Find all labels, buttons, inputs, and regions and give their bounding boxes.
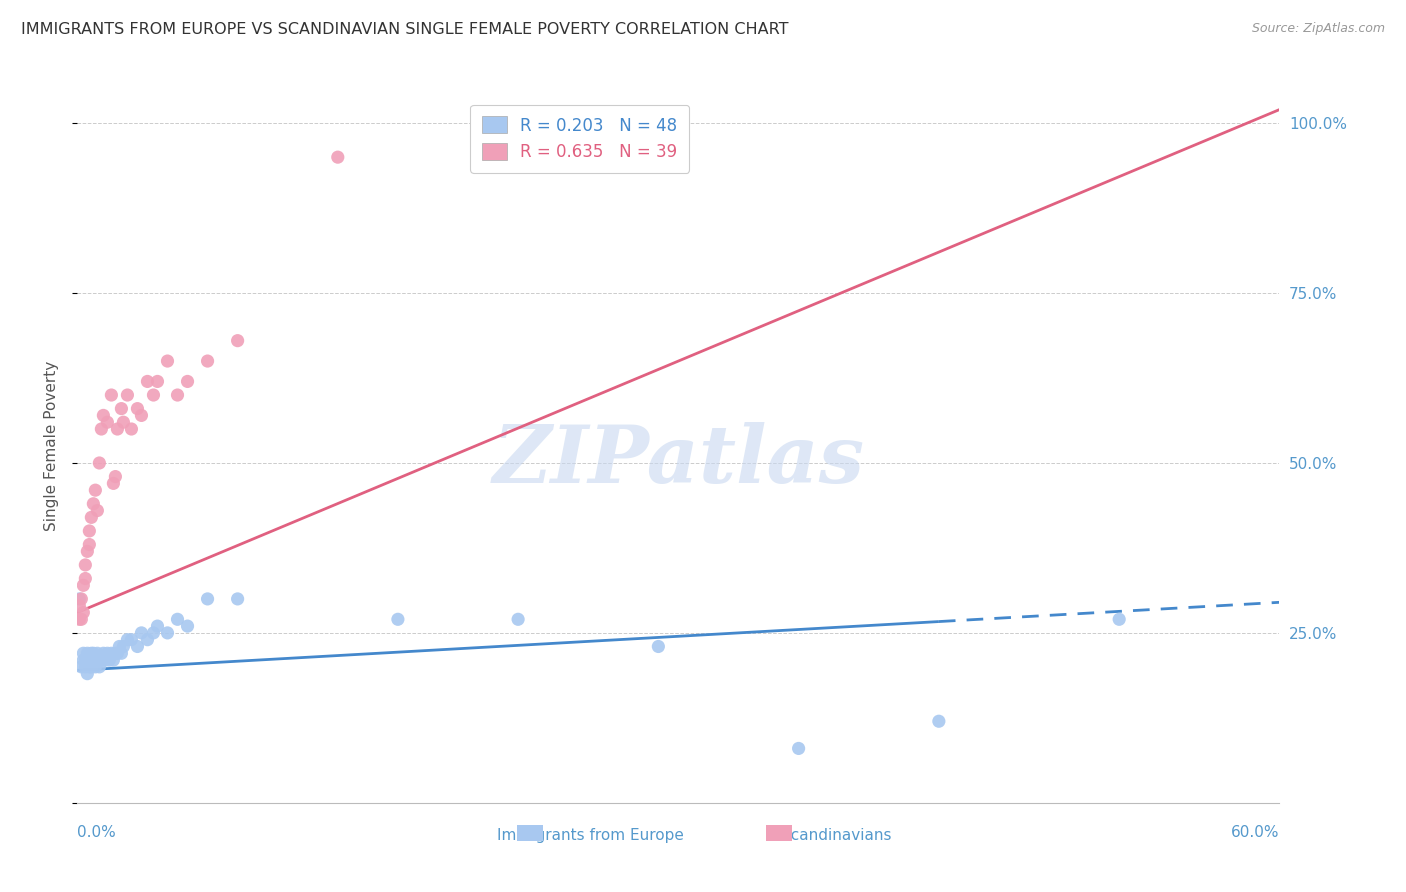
Point bbox=[131, 409, 153, 423]
Point bbox=[72, 653, 94, 667]
Point bbox=[94, 653, 117, 667]
Point bbox=[127, 640, 149, 654]
Point bbox=[80, 646, 103, 660]
Point bbox=[112, 415, 135, 429]
Text: Scandinavians: Scandinavians bbox=[782, 828, 891, 843]
Point bbox=[79, 537, 101, 551]
Point bbox=[103, 476, 125, 491]
Point bbox=[107, 646, 129, 660]
Point bbox=[156, 354, 179, 368]
Point bbox=[176, 619, 198, 633]
Point bbox=[387, 612, 409, 626]
Point bbox=[86, 653, 108, 667]
Point bbox=[96, 415, 118, 429]
Point bbox=[84, 483, 107, 498]
Point bbox=[84, 660, 107, 674]
Point bbox=[1108, 612, 1130, 626]
Point bbox=[93, 409, 115, 423]
Point bbox=[117, 632, 139, 647]
Point bbox=[142, 626, 165, 640]
Point bbox=[67, 591, 90, 606]
Point bbox=[75, 558, 97, 572]
Point bbox=[100, 388, 122, 402]
Point bbox=[67, 612, 90, 626]
Point bbox=[176, 375, 198, 389]
Point bbox=[146, 619, 169, 633]
Point bbox=[80, 510, 103, 524]
Text: Source: ZipAtlas.com: Source: ZipAtlas.com bbox=[1251, 22, 1385, 36]
Text: ZIPatlas: ZIPatlas bbox=[492, 422, 865, 499]
Point bbox=[508, 612, 530, 626]
Point bbox=[93, 646, 115, 660]
Point bbox=[108, 640, 131, 654]
Point bbox=[76, 646, 98, 660]
Point bbox=[72, 578, 94, 592]
Point bbox=[72, 646, 94, 660]
Point bbox=[110, 401, 132, 416]
Point bbox=[98, 653, 121, 667]
Point bbox=[75, 660, 97, 674]
Point bbox=[103, 653, 125, 667]
Point bbox=[136, 632, 159, 647]
Point bbox=[928, 714, 950, 729]
Y-axis label: Single Female Poverty: Single Female Poverty bbox=[44, 361, 59, 531]
Point bbox=[67, 599, 90, 613]
Point bbox=[90, 653, 112, 667]
Point bbox=[226, 334, 249, 348]
Point bbox=[89, 660, 111, 674]
Point bbox=[76, 666, 98, 681]
Point bbox=[76, 544, 98, 558]
Point bbox=[70, 612, 93, 626]
Text: Immigrants from Europe: Immigrants from Europe bbox=[498, 828, 683, 843]
Point bbox=[90, 422, 112, 436]
Point bbox=[156, 626, 179, 640]
Point bbox=[326, 150, 349, 164]
Text: 0.0%: 0.0% bbox=[77, 825, 117, 840]
Point bbox=[70, 591, 93, 606]
Point bbox=[647, 640, 669, 654]
Point bbox=[197, 354, 219, 368]
Point bbox=[226, 591, 249, 606]
Point bbox=[146, 375, 169, 389]
Point bbox=[79, 660, 101, 674]
Text: IMMIGRANTS FROM EUROPE VS SCANDINAVIAN SINGLE FEMALE POVERTY CORRELATION CHART: IMMIGRANTS FROM EUROPE VS SCANDINAVIAN S… bbox=[21, 22, 789, 37]
Point bbox=[86, 503, 108, 517]
Point bbox=[787, 741, 810, 756]
Point bbox=[89, 456, 111, 470]
Point bbox=[79, 524, 101, 538]
Point bbox=[79, 653, 101, 667]
Point bbox=[112, 640, 135, 654]
Point bbox=[120, 422, 142, 436]
Point bbox=[136, 375, 159, 389]
Point bbox=[96, 646, 118, 660]
Point bbox=[75, 572, 97, 586]
Point bbox=[72, 606, 94, 620]
Point bbox=[80, 660, 103, 674]
Point bbox=[104, 469, 127, 483]
Point bbox=[82, 653, 104, 667]
Point bbox=[127, 401, 149, 416]
Point bbox=[117, 388, 139, 402]
Point bbox=[70, 660, 93, 674]
Point bbox=[82, 497, 104, 511]
Point bbox=[75, 653, 97, 667]
Point bbox=[166, 388, 188, 402]
Point bbox=[110, 646, 132, 660]
Text: 60.0%: 60.0% bbox=[1232, 825, 1279, 840]
Point bbox=[142, 388, 165, 402]
Point bbox=[107, 422, 129, 436]
Point bbox=[104, 646, 127, 660]
Point bbox=[86, 646, 108, 660]
Legend: R = 0.203   N = 48, R = 0.635   N = 39: R = 0.203 N = 48, R = 0.635 N = 39 bbox=[471, 104, 689, 173]
Point bbox=[197, 591, 219, 606]
Point bbox=[100, 646, 122, 660]
Point bbox=[131, 626, 153, 640]
Point bbox=[82, 646, 104, 660]
Point bbox=[166, 612, 188, 626]
Point bbox=[120, 632, 142, 647]
